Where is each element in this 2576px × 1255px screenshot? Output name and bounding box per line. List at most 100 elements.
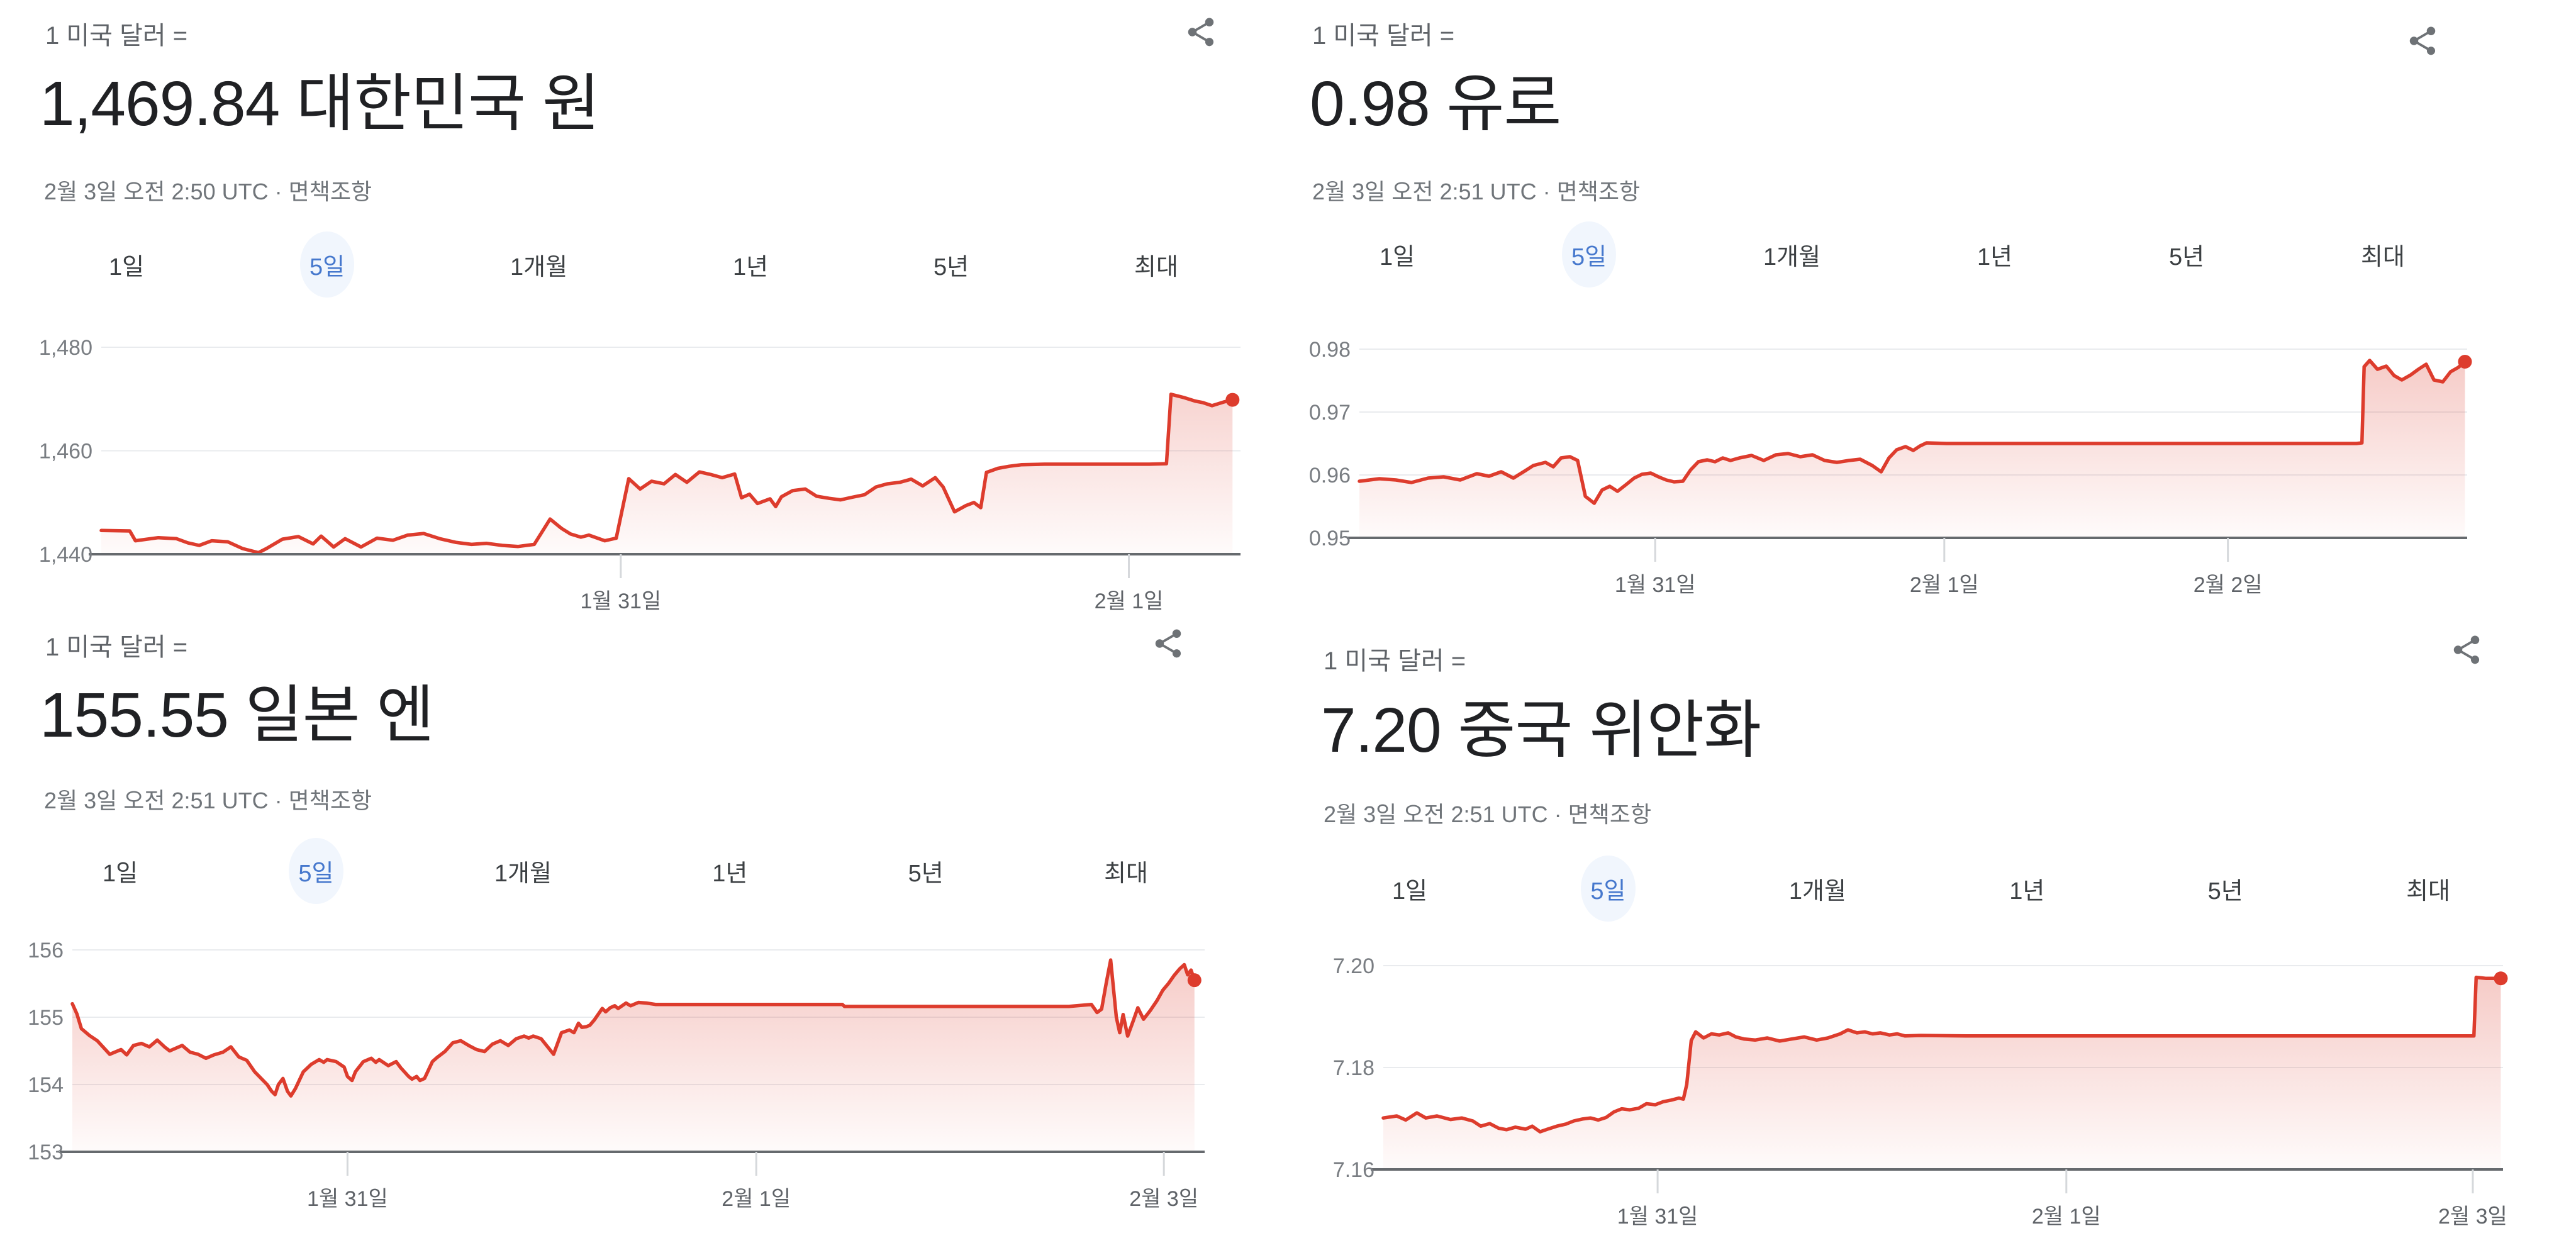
tab-5y[interactable]: 5년 <box>2207 878 2243 905</box>
timestamp-row: 2월 3일 오전 2:50 UTC · 면책조항 <box>44 174 372 206</box>
timestamp-row: 2월 3일 오전 2:51 UTC · 면책조항 <box>1312 174 1640 206</box>
latest-point-dot <box>2494 971 2508 986</box>
tab-1y[interactable]: 1년 <box>733 254 769 281</box>
time-range-tabs: 1일 5일 1개월 1년 5년 최대 <box>93 838 1157 904</box>
y-axis-label: 0.95 <box>1309 527 1351 550</box>
latest-point-dot <box>1187 973 1202 988</box>
disclaimer-link[interactable]: 면책조항 <box>1556 179 1641 204</box>
tab-max[interactable]: 최대 <box>2361 244 2405 271</box>
time-range-tabs: 1일 5일 1개월 1년 5년 최대 <box>1383 856 2460 922</box>
rate-header: 1 미국 달러 = <box>45 22 188 50</box>
timestamp-text: 2월 3일 오전 2:51 UTC <box>44 788 269 813</box>
separator: · <box>1547 801 1568 827</box>
tab-1y[interactable]: 1년 <box>2009 878 2045 905</box>
chart-line <box>1358 359 2467 505</box>
tab-max[interactable]: 최대 <box>1104 861 1148 887</box>
latest-point-dot <box>1225 393 1240 407</box>
exchange-rate-chart-usd-krw[interactable]: 1월 31일 2월 1일 1,480 1,460 1,440 <box>13 336 1264 620</box>
separator: · <box>1536 179 1557 204</box>
tab-5d[interactable]: 5일 <box>1581 856 1636 922</box>
rate-header: 1 미국 달러 = <box>45 633 188 661</box>
tab-1m[interactable]: 1개월 <box>494 861 552 887</box>
x-axis-label: 2월 1일 <box>1095 589 1164 613</box>
separator: · <box>268 788 289 813</box>
timestamp-row: 2월 3일 오전 2:51 UTC · 면책조항 <box>1324 796 1651 829</box>
y-axis-label: 0.98 <box>1309 338 1351 362</box>
share-button[interactable] <box>2406 23 2439 59</box>
share-icon <box>2409 26 2436 55</box>
y-axis-label: 1,440 <box>39 543 92 567</box>
tab-1y[interactable]: 1년 <box>1977 244 2013 271</box>
y-axis-label: 155 <box>28 1006 64 1030</box>
tab-5y[interactable]: 5년 <box>2169 244 2205 271</box>
chart-line <box>99 393 1235 555</box>
chart-area-fill <box>1359 360 2465 538</box>
tab-5d[interactable]: 5일 <box>1562 221 1617 287</box>
share-button[interactable] <box>2450 632 2484 668</box>
latest-point-dot <box>2458 355 2472 369</box>
disclaimer-link[interactable]: 면책조항 <box>288 788 372 813</box>
tab-1d[interactable]: 1일 <box>103 861 138 887</box>
tab-5d[interactable]: 5일 <box>300 231 355 298</box>
tab-max[interactable]: 최대 <box>2406 878 2450 905</box>
tab-1y[interactable]: 1년 <box>712 861 748 887</box>
rate-header: 1 미국 달러 = <box>1312 22 1455 50</box>
exchange-rate-chart-usd-eur[interactable]: 1월 31일 2월 1일 2월 2일 0.98 0.97 0.96 0.95 <box>1283 337 2576 620</box>
chart-line <box>70 958 1196 1098</box>
tab-1d[interactable]: 1일 <box>1380 244 1415 271</box>
share-icon <box>1188 18 1214 47</box>
tab-5d[interactable]: 5일 <box>289 838 343 904</box>
x-axis-label: 1월 31일 <box>1617 1205 1698 1229</box>
tab-1d[interactable]: 1일 <box>1392 878 1428 905</box>
x-axis-label: 2월 1일 <box>722 1187 791 1211</box>
share-icon <box>2453 635 2480 664</box>
rate-value-title: 7.20 중국 위안화 <box>1321 695 1761 766</box>
x-axis-label: 2월 3일 <box>2438 1205 2507 1229</box>
disclaimer-link[interactable]: 면책조항 <box>288 179 372 204</box>
x-axis-label: 2월 1일 <box>2032 1205 2101 1229</box>
exchange-rate-chart-usd-jpy[interactable]: 1월 31일 2월 1일 2월 3일 156 155 154 153 <box>0 939 1252 1229</box>
x-axis-label: 2월 3일 <box>1129 1187 1198 1211</box>
time-range-tabs: 1일 5일 1개월 1년 5년 최대 <box>1370 221 2414 287</box>
x-axis-label: 1월 31일 <box>307 1187 388 1211</box>
y-axis-label: 7.18 <box>1333 1056 1374 1080</box>
timestamp-text: 2월 3일 오전 2:50 UTC <box>44 179 269 204</box>
tab-1m[interactable]: 1개월 <box>510 254 568 281</box>
y-axis-label: 7.20 <box>1333 954 1374 978</box>
y-axis-label: 1,460 <box>39 440 92 464</box>
rate-value-title: 0.98 유로 <box>1310 69 1561 139</box>
tab-5y[interactable]: 5년 <box>908 861 944 887</box>
exchange-rate-chart-usd-cny[interactable]: 1월 31일 2월 1일 2월 3일 7.20 7.18 7.16 <box>1283 954 2576 1244</box>
timestamp-text: 2월 3일 오전 2:51 UTC <box>1324 801 1548 827</box>
chart-area-fill <box>101 394 1233 554</box>
y-axis-label: 0.97 <box>1309 401 1351 425</box>
y-axis-label: 0.96 <box>1309 464 1351 488</box>
time-range-tabs: 1일 5일 1개월 1년 5년 최대 <box>99 231 1188 298</box>
share-button[interactable] <box>1184 14 1218 50</box>
x-axis-label: 2월 1일 <box>1910 573 1979 597</box>
x-axis-label: 1월 31일 <box>580 589 661 613</box>
y-axis-label: 1,480 <box>39 336 92 360</box>
tab-1m[interactable]: 1개월 <box>1763 244 1821 271</box>
separator: · <box>268 179 289 204</box>
disclaimer-link[interactable]: 면책조항 <box>1568 801 1652 827</box>
rate-value-title: 1,469.84 대한민국 원 <box>40 69 600 139</box>
y-axis-label: 7.16 <box>1333 1158 1374 1182</box>
chart-line <box>1381 975 2503 1134</box>
timestamp-text: 2월 3일 오전 2:51 UTC <box>1312 179 1537 204</box>
rate-header: 1 미국 달러 = <box>1324 647 1466 675</box>
tab-max[interactable]: 최대 <box>1134 254 1178 281</box>
y-axis-label: 154 <box>28 1073 64 1097</box>
rate-value-title: 155.55 일본 엔 <box>40 680 434 750</box>
tab-5y[interactable]: 5년 <box>934 254 969 281</box>
chart-area-fill <box>1383 977 2501 1169</box>
timestamp-row: 2월 3일 오전 2:51 UTC · 면책조항 <box>44 783 372 815</box>
share-button[interactable] <box>1151 625 1185 662</box>
tab-1m[interactable]: 1개월 <box>1788 878 1846 905</box>
y-axis-label: 156 <box>28 939 64 962</box>
y-axis-label: 153 <box>28 1141 64 1164</box>
x-axis-label: 2월 2일 <box>2194 573 2263 597</box>
x-axis-label: 1월 31일 <box>1615 573 1696 597</box>
share-icon <box>1155 629 1181 658</box>
tab-1d[interactable]: 1일 <box>109 254 145 281</box>
